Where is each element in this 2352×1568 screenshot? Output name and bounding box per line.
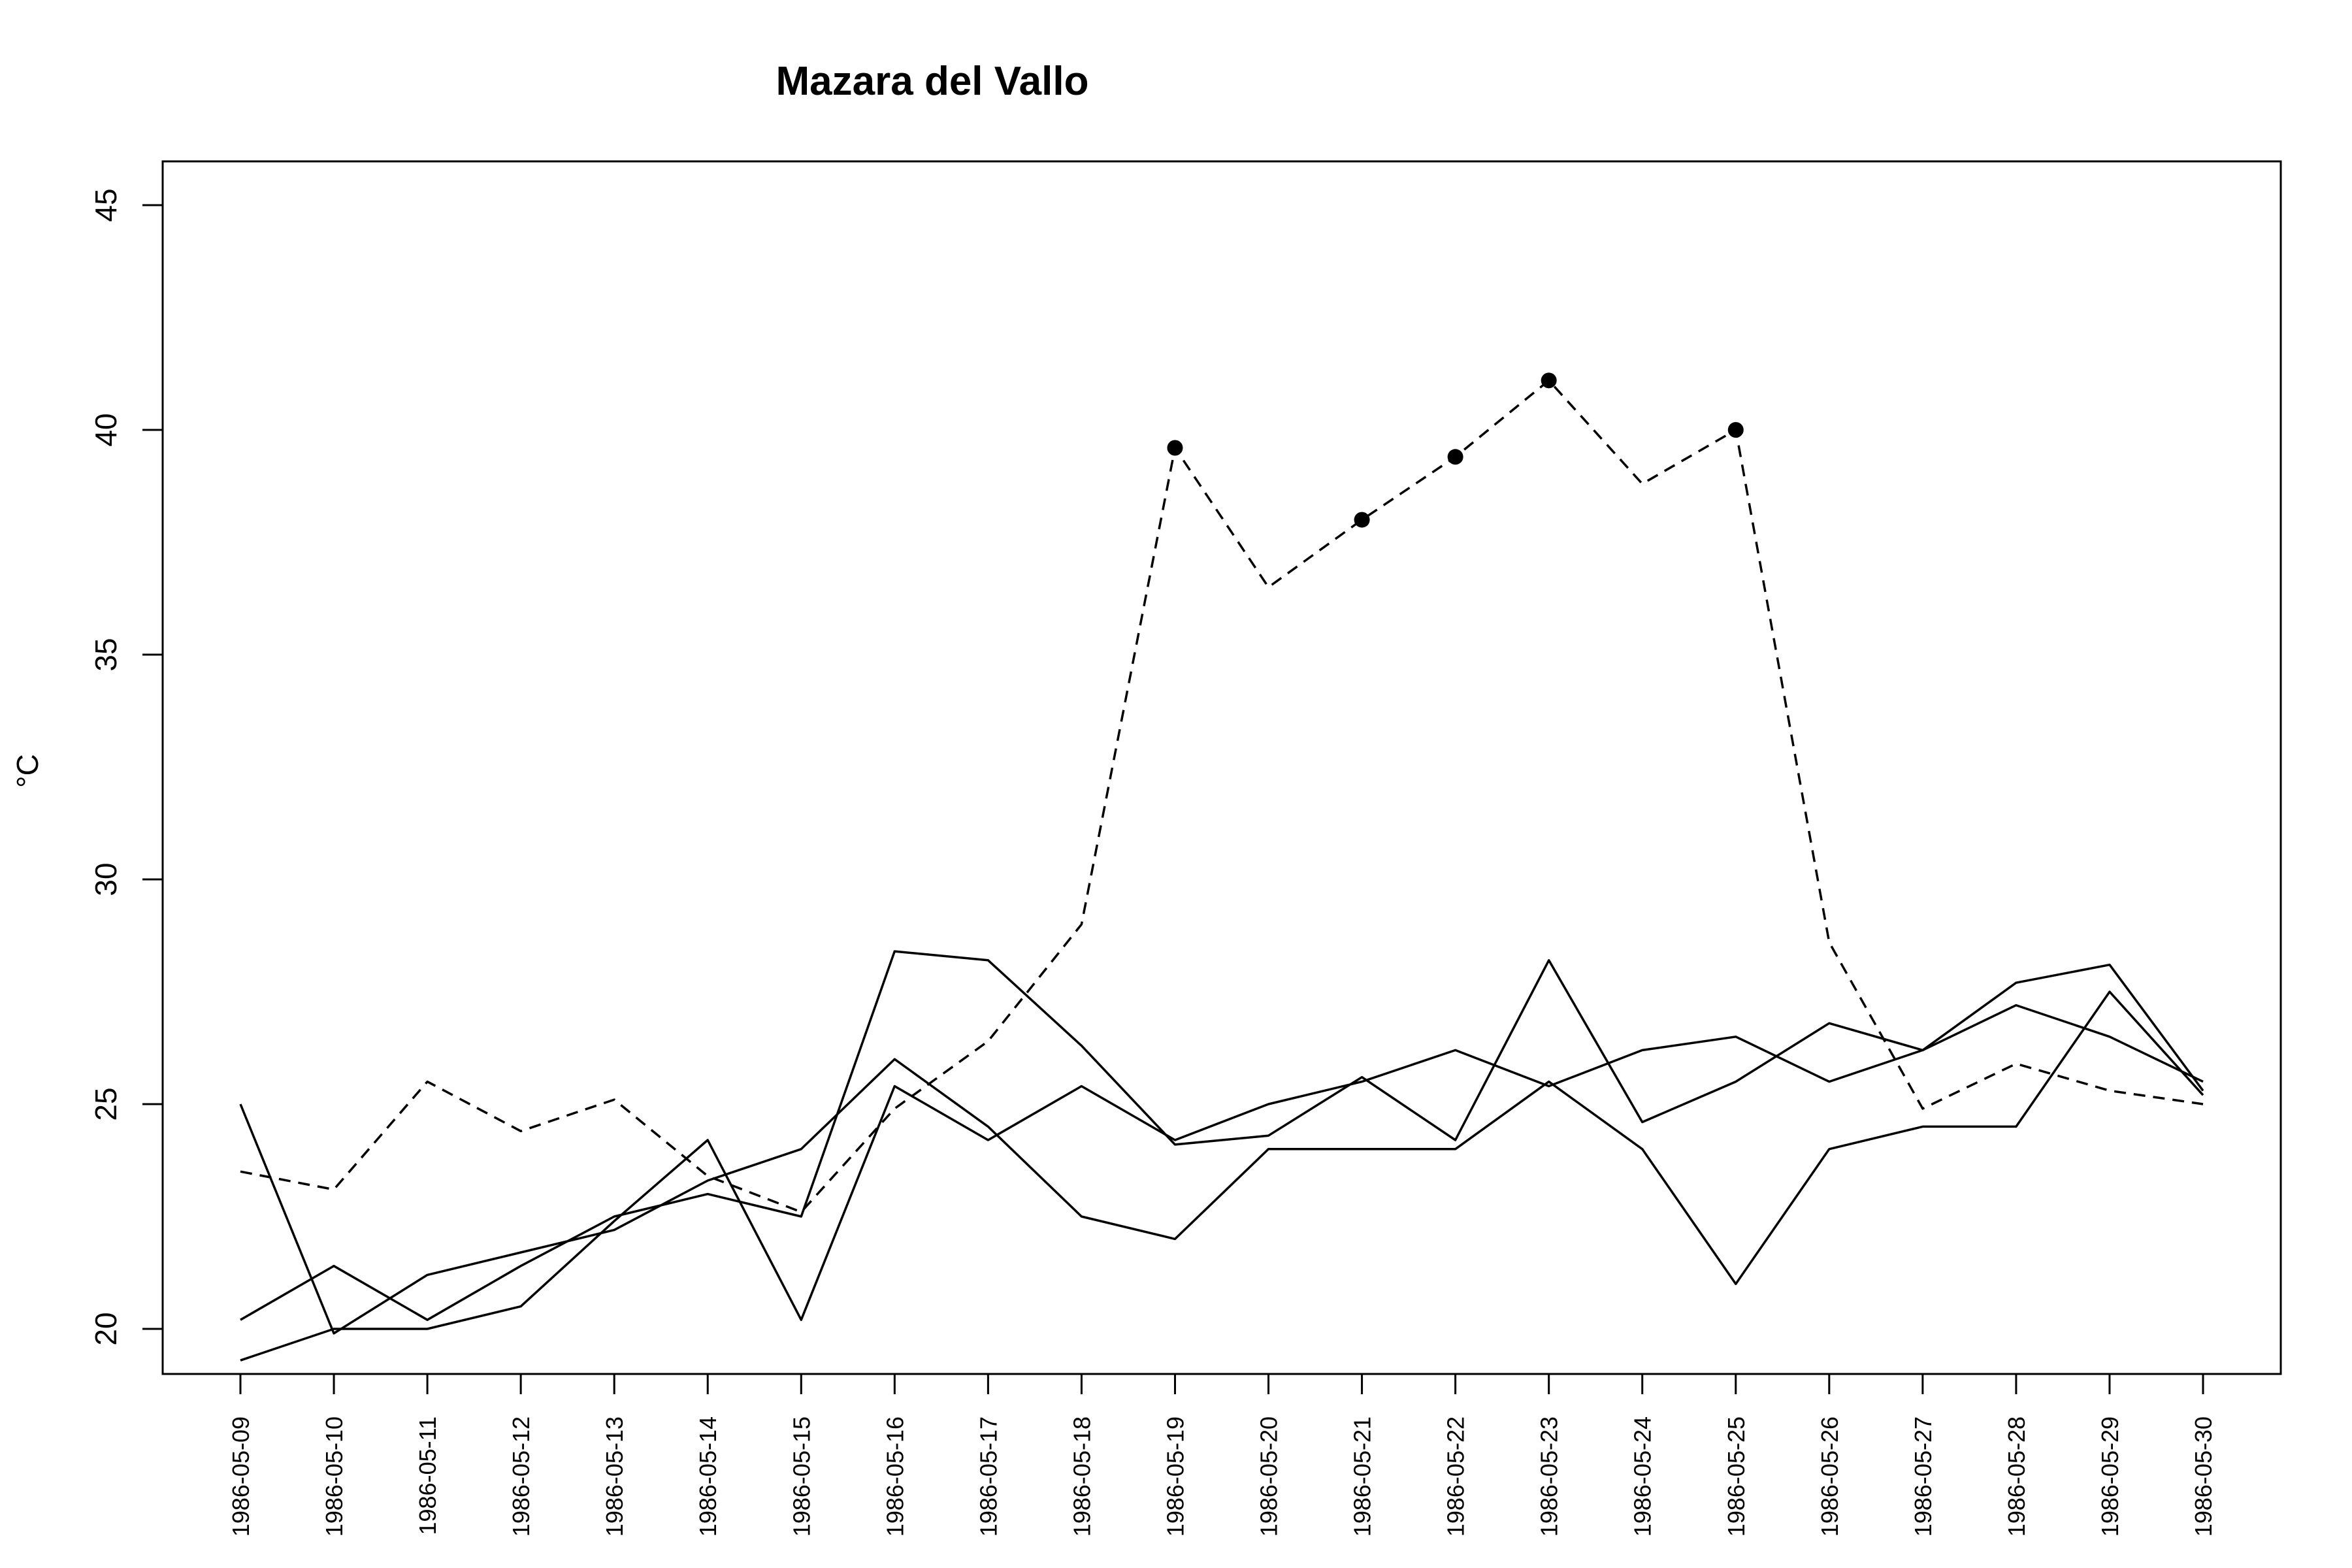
x-tick-label: 1986-05-12	[508, 1416, 534, 1537]
series-layer	[239, 379, 2204, 1362]
data-point-marker	[1727, 422, 1744, 438]
x-axis: 1986-05-09 1986-05-10 1986-05-11 1986-05-12…	[227, 1373, 2217, 1537]
y-tick-label: 40	[89, 413, 123, 446]
chart-title: Mazara del Vallo	[776, 59, 1089, 104]
x-tick-label: 1986-05-27	[1910, 1416, 1936, 1537]
x-tick-label: 1986-05-21	[1349, 1416, 1376, 1537]
x-tick-label: 1986-05-28	[2003, 1416, 2030, 1537]
x-tick-label: 1986-05-09	[227, 1416, 254, 1537]
x-tick-label: 1986-05-20	[1256, 1416, 1282, 1537]
x-tick-label: 1986-05-30	[2190, 1416, 2217, 1537]
x-tick-label: 1986-05-15	[788, 1416, 815, 1537]
y-tick-label: 30	[89, 862, 123, 896]
x-tick-label: 1986-05-13	[601, 1416, 628, 1537]
y-tick-label: 25	[89, 1087, 123, 1120]
x-tick-label: 1986-05-11	[414, 1416, 441, 1535]
series-line-1	[240, 379, 2204, 1213]
y-axis: 20 25 30 35 40 45	[89, 188, 164, 1346]
x-tick-label: 1986-05-19	[1162, 1416, 1188, 1537]
x-tick-label: 1986-05-17	[975, 1416, 1002, 1537]
x-tick-label: 1986-05-14	[694, 1416, 721, 1537]
y-tick-label: 35	[89, 638, 123, 671]
y-tick-label: 20	[89, 1312, 123, 1345]
data-point-marker	[1447, 449, 1463, 465]
x-tick-label: 1986-05-29	[2097, 1416, 2123, 1537]
x-tick-label: 1986-05-24	[1629, 1416, 1656, 1537]
plot-area-frame	[161, 160, 2282, 1375]
series-line-2	[239, 990, 2204, 1335]
marker-layer	[1167, 372, 1744, 528]
y-tick-label: 45	[89, 188, 123, 221]
y-axis-label: °C	[10, 754, 44, 788]
x-tick-label: 1986-05-23	[1536, 1416, 1563, 1537]
x-tick-label: 1986-05-16	[881, 1416, 908, 1537]
x-tick-label: 1986-05-10	[321, 1416, 348, 1537]
x-tick-label: 1986-05-22	[1443, 1416, 1469, 1537]
series-line-4	[240, 1004, 2204, 1362]
x-tick-label: 1986-05-26	[1816, 1416, 1843, 1537]
data-point-marker	[1167, 440, 1183, 456]
x-tick-label: 1986-05-25	[1723, 1416, 1750, 1537]
series-line-3	[240, 950, 2204, 1321]
data-point-marker	[1354, 512, 1370, 528]
x-tick-label: 1986-05-18	[1068, 1416, 1095, 1537]
data-point-marker	[1541, 372, 1557, 389]
